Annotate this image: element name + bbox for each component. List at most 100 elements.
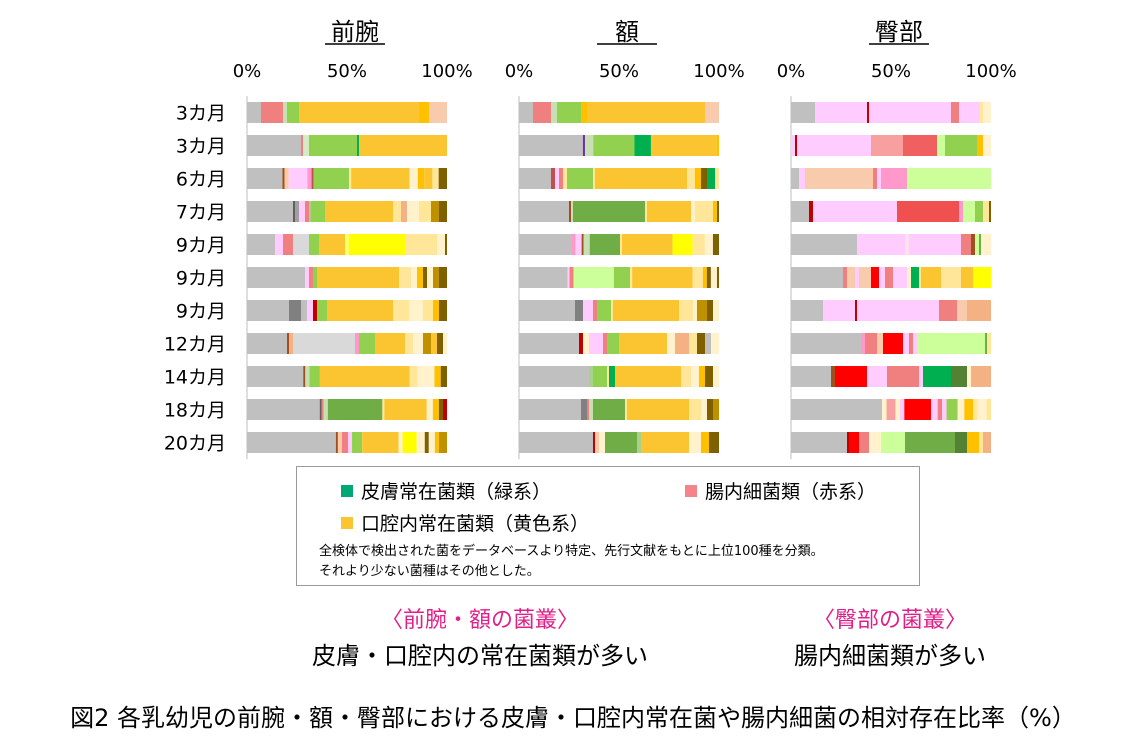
bar-segment	[579, 333, 583, 354]
legend-note-line1: 全検体で検出された菌をデータベースより特定、先行文献をもとに上位100種を分類。	[319, 544, 824, 559]
bar-segment	[581, 102, 587, 123]
bar-segment	[611, 300, 613, 321]
bar-segment	[247, 168, 283, 189]
bar-segment	[881, 168, 907, 189]
bar-segment	[567, 267, 570, 288]
bar-segment	[607, 333, 619, 354]
bar-segment	[923, 366, 951, 387]
bar-segment	[352, 432, 363, 453]
bar-segment	[909, 234, 961, 255]
bar-segment	[317, 267, 399, 288]
bar-segment	[973, 399, 978, 420]
bar-segment	[981, 234, 991, 255]
legend-note-line2: それより少ない菌種はその他とした。	[319, 564, 540, 579]
bar-segment	[284, 168, 289, 189]
bar-segment	[697, 333, 705, 354]
bar-segment	[345, 234, 349, 255]
bar-segment	[533, 102, 551, 123]
bar-segment	[945, 135, 977, 156]
bar-segment	[319, 366, 410, 387]
bar-segment	[697, 300, 707, 321]
bar-segment	[709, 432, 719, 453]
bar-segment	[692, 267, 703, 288]
bar-segment	[879, 267, 885, 288]
bar-segment	[986, 399, 991, 420]
category-label: 18カ月	[164, 400, 226, 422]
bar-segment	[519, 300, 575, 321]
bar-segment	[707, 399, 713, 420]
summary-left-text: 皮膚・口腔内の常在菌類が多い	[312, 642, 648, 670]
bar-segment	[319, 399, 322, 420]
bar-segment	[630, 267, 633, 288]
bar-segment	[359, 135, 447, 156]
bar-segment	[247, 102, 261, 123]
bar-segment	[563, 168, 567, 189]
bar-segment	[883, 333, 903, 354]
bar-segment	[977, 399, 987, 420]
bar-segment	[849, 432, 859, 453]
bar-segment	[921, 267, 941, 288]
bar-segment	[587, 399, 589, 420]
bar-segment	[869, 432, 881, 453]
bar-segment	[301, 300, 307, 321]
bar-segment	[625, 399, 627, 420]
bar-segment	[975, 234, 979, 255]
bar-segment	[434, 432, 439, 453]
bar-segment	[438, 399, 443, 420]
bar-segment	[967, 432, 979, 453]
bar-segment	[519, 333, 579, 354]
bar-segment	[957, 300, 967, 321]
bar-segment	[701, 432, 709, 453]
bar-segment	[701, 399, 707, 420]
bar-segment	[432, 399, 439, 420]
bar-segment	[959, 102, 979, 123]
bar-segment	[289, 333, 293, 354]
bar-segment	[645, 201, 647, 222]
bar-segment	[519, 135, 583, 156]
bar-segment	[823, 300, 855, 321]
bar-segment	[716, 135, 719, 156]
bar-segment	[311, 201, 325, 222]
bar-segment	[871, 102, 951, 123]
bar-segment	[899, 399, 905, 420]
bar-segment	[917, 333, 985, 354]
bar-segment	[341, 432, 349, 453]
bar-segment	[283, 102, 287, 123]
bar-segment	[319, 234, 345, 255]
bar-segment	[409, 300, 423, 321]
bar-segment	[275, 234, 283, 255]
bar-segment	[335, 432, 338, 453]
bar-segment	[595, 432, 599, 453]
bar-segment	[707, 168, 715, 189]
bar-segment	[857, 300, 939, 321]
bar-segment	[867, 102, 869, 123]
bar-segment	[871, 135, 903, 156]
bar-segment	[627, 399, 689, 420]
bar-segment	[519, 432, 593, 453]
bar-segment	[637, 432, 641, 453]
bar-segment	[551, 102, 557, 123]
category-label: 3カ月	[176, 136, 226, 158]
category-label: 7カ月	[176, 202, 226, 224]
category-label: 9カ月	[176, 268, 226, 290]
bar-segment	[317, 300, 327, 321]
bar-segment	[791, 432, 847, 453]
bar-segment	[672, 234, 693, 255]
bar-segment	[299, 201, 305, 222]
bar-segment	[695, 168, 701, 189]
bar-segment	[983, 102, 991, 123]
bar-segment	[983, 201, 989, 222]
bar-segment	[867, 366, 887, 387]
bar-segment	[443, 333, 447, 354]
bar-segment	[519, 201, 569, 222]
bar-segment	[791, 366, 831, 387]
bar-segment	[691, 366, 699, 387]
bar-segment	[349, 168, 352, 189]
bar-segment	[313, 267, 317, 288]
bar-segment	[416, 432, 425, 453]
bar-segment	[583, 234, 590, 255]
bar-segment	[693, 300, 697, 321]
bar-segment	[985, 333, 987, 354]
bar-segment	[907, 267, 911, 288]
bar-segment	[405, 234, 409, 255]
